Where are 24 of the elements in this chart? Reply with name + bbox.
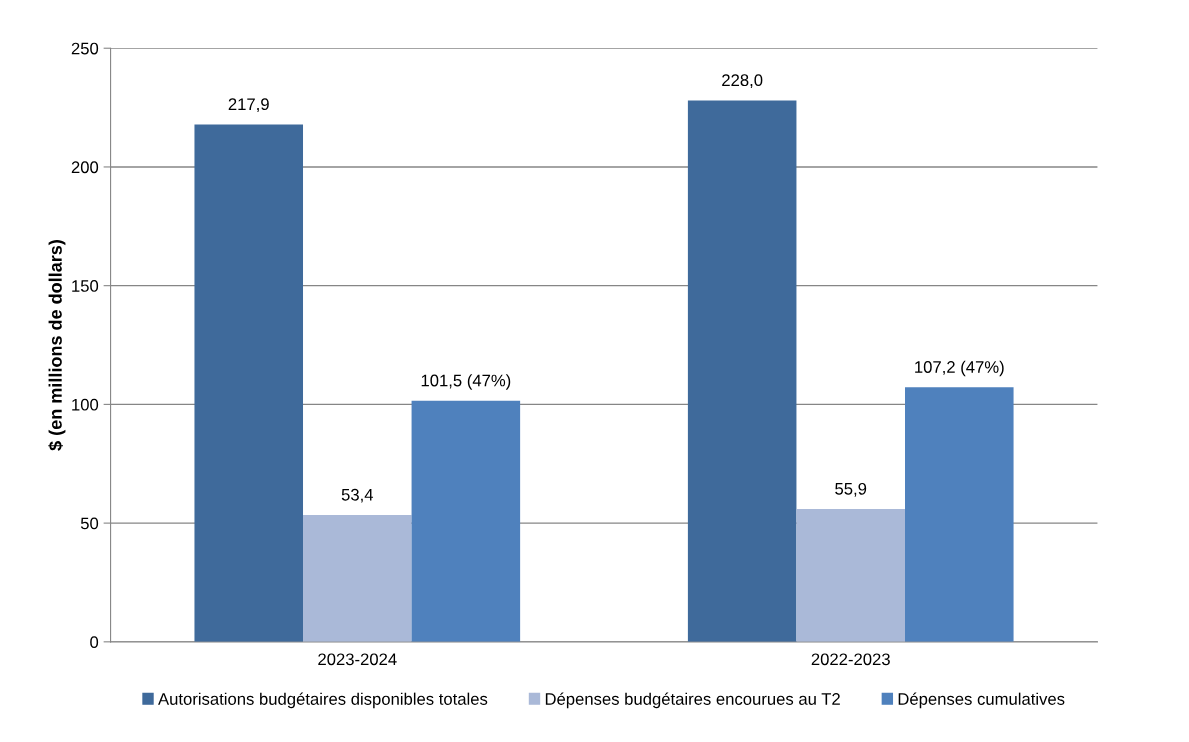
y-tick-label: 50	[80, 517, 99, 530]
x-tick-label: 2022-2023	[811, 653, 890, 666]
bar	[303, 515, 412, 642]
data-label: 55,9	[835, 482, 867, 497]
data-label: 101,5 (47%)	[421, 374, 511, 390]
bar	[687, 100, 797, 642]
y-tick-label: 200	[71, 161, 99, 174]
y-tick-label: 250	[71, 42, 99, 55]
legend-label: Autorisations budgétaires disponibles totales	[158, 692, 488, 709]
data-label: 217,9	[228, 98, 269, 113]
data-label: 228,0	[722, 74, 763, 89]
bar	[796, 509, 906, 642]
bar	[411, 400, 521, 642]
data-label: 53,4	[341, 488, 374, 503]
y-axis-title: $ (en millions de dollars)	[48, 240, 66, 451]
data-label: 107,2 (47%)	[915, 360, 1004, 377]
y-tick-label: 150	[72, 280, 99, 292]
y-tick-label: 0	[90, 636, 99, 649]
y-tick-label: 100	[72, 398, 99, 411]
bar	[194, 124, 304, 642]
legend-label: Dépenses cumulatives	[898, 692, 1065, 709]
x-tick-label: 2023-2024	[318, 653, 397, 666]
legend-label: Dépenses budgétaires encourues au T2	[545, 692, 840, 709]
bar	[905, 387, 1014, 642]
